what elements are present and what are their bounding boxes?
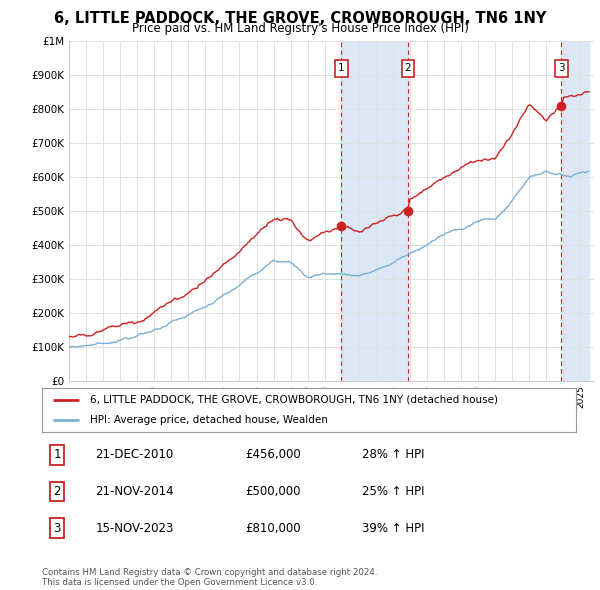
Text: 15-NOV-2023: 15-NOV-2023 <box>95 522 174 535</box>
Text: Contains HM Land Registry data © Crown copyright and database right 2024.
This d: Contains HM Land Registry data © Crown c… <box>42 568 377 587</box>
Text: £456,000: £456,000 <box>245 448 301 461</box>
Text: 3: 3 <box>558 64 565 73</box>
Bar <box>341 41 408 381</box>
Bar <box>561 41 589 381</box>
Text: HPI: Average price, detached house, Wealden: HPI: Average price, detached house, Weal… <box>90 415 328 425</box>
Bar <box>561 41 589 381</box>
Text: 6, LITTLE PADDOCK, THE GROVE, CROWBOROUGH, TN6 1NY (detached house): 6, LITTLE PADDOCK, THE GROVE, CROWBOROUG… <box>90 395 498 405</box>
Text: 21-DEC-2010: 21-DEC-2010 <box>95 448 173 461</box>
Text: 3: 3 <box>53 522 61 535</box>
Text: £810,000: £810,000 <box>245 522 301 535</box>
Text: 28% ↑ HPI: 28% ↑ HPI <box>362 448 425 461</box>
Text: 2: 2 <box>53 485 61 498</box>
Text: 1: 1 <box>53 448 61 461</box>
Text: 6, LITTLE PADDOCK, THE GROVE, CROWBOROUGH, TN6 1NY: 6, LITTLE PADDOCK, THE GROVE, CROWBOROUG… <box>54 11 546 25</box>
Text: 1: 1 <box>338 64 344 73</box>
Text: Price paid vs. HM Land Registry's House Price Index (HPI): Price paid vs. HM Land Registry's House … <box>131 22 469 35</box>
Text: 21-NOV-2014: 21-NOV-2014 <box>95 485 174 498</box>
Text: 25% ↑ HPI: 25% ↑ HPI <box>362 485 425 498</box>
Text: £500,000: £500,000 <box>245 485 301 498</box>
Text: 2: 2 <box>405 64 412 73</box>
Text: 39% ↑ HPI: 39% ↑ HPI <box>362 522 425 535</box>
